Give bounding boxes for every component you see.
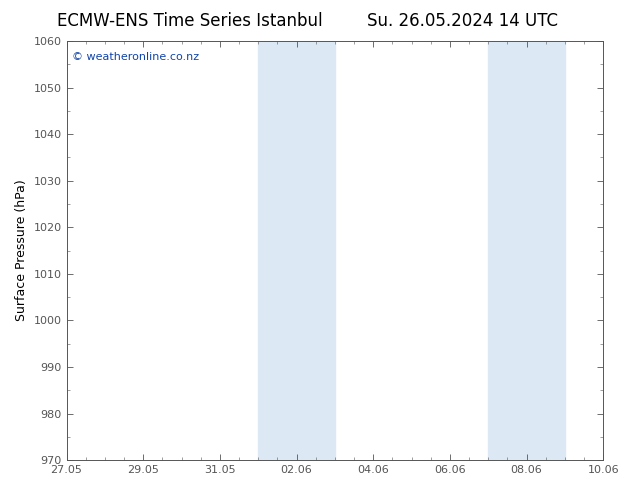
Bar [258,41,335,460]
Text: Su. 26.05.2024 14 UTC: Su. 26.05.2024 14 UTC [367,12,559,30]
Y-axis label: Surface Pressure (hPa): Surface Pressure (hPa) [15,180,28,321]
Bar [488,41,565,460]
Text: © weatheronline.co.nz: © weatheronline.co.nz [72,51,199,62]
Text: ECMW-ENS Time Series Istanbul: ECMW-ENS Time Series Istanbul [58,12,323,30]
